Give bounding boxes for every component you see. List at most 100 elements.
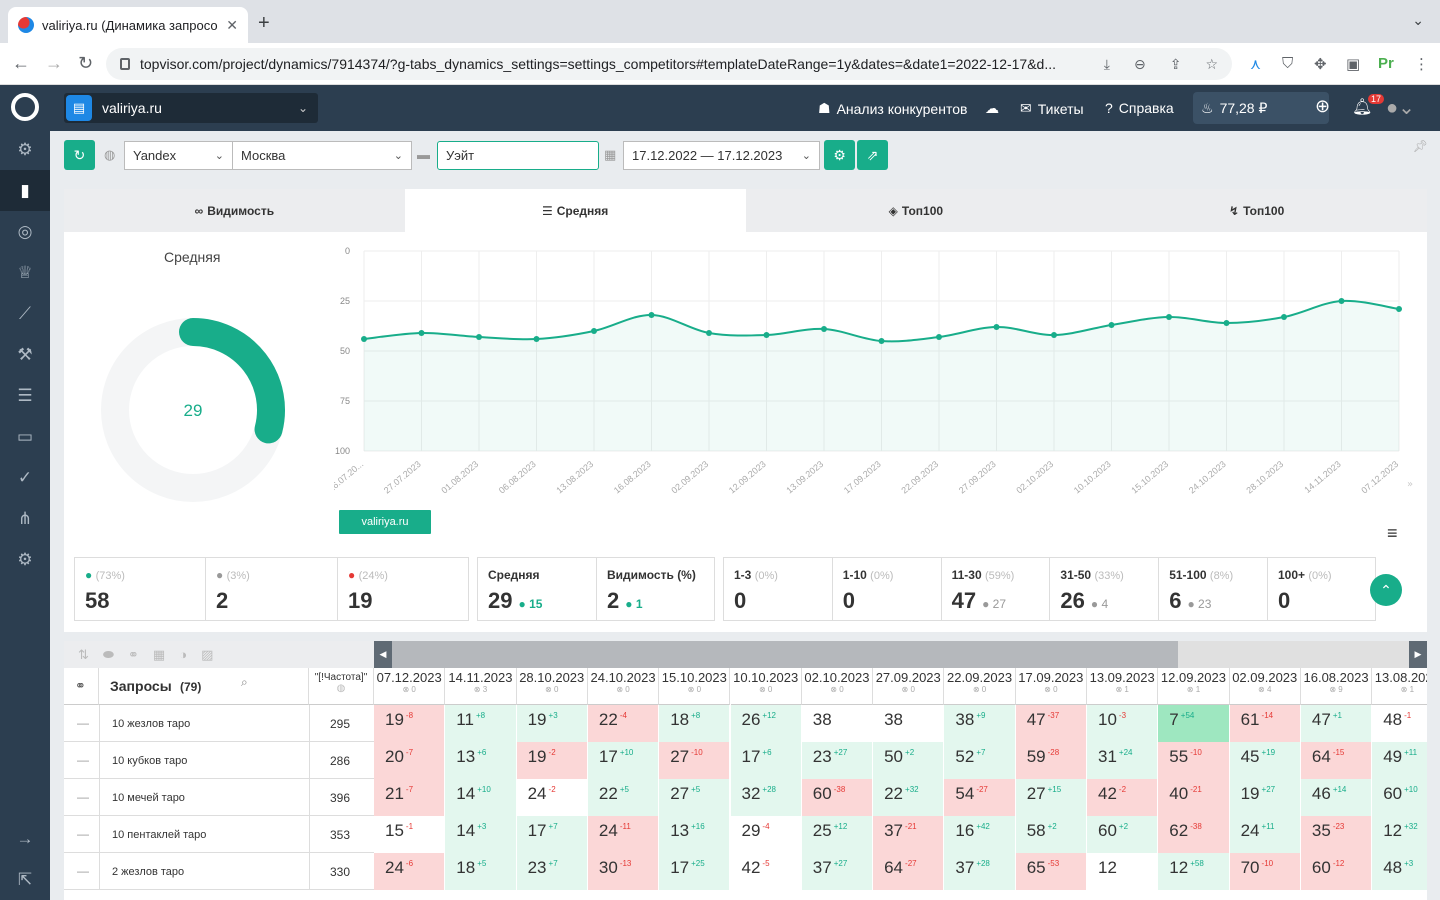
download-icon[interactable]: ⤓ [1103,55,1110,72]
position-cell[interactable]: 16 +42 [944,816,1016,853]
position-cell[interactable]: 12 [1087,853,1159,890]
date-range-select[interactable]: 17.12.2022 — 17.12.2023 ⌄ [623,141,820,170]
sidebar-external-icon[interactable]: ⇱ [17,869,33,889]
position-cell[interactable]: 17 +7 [516,816,588,853]
extension-icon[interactable]: ⋏ [1250,56,1261,73]
position-cell[interactable]: 25 +12 [801,816,874,853]
calculator-icon[interactable]: ▦ [152,646,166,662]
position-cell[interactable]: 10 -3 [1087,705,1159,742]
position-cell[interactable]: 22 -4 [587,705,660,742]
contrast-icon[interactable]: ◑ [179,647,188,662]
chart-scroll-icon[interactable]: » [1407,479,1413,490]
scrollbar-thumb[interactable] [392,641,1178,668]
series-point[interactable] [993,324,1000,330]
position-cell[interactable]: 23 +7 [516,853,588,890]
scroll-right-icon[interactable]: ▶ [1409,641,1427,668]
browser-tab[interactable]: valiriya.ru (Динамика запросо ✕ [8,7,248,43]
position-cell[interactable]: 12 +32 [1372,816,1427,853]
date-column-header[interactable]: 16.08.2023 ⊗ 9 [1300,668,1373,705]
position-cell[interactable]: 14 +3 [445,816,517,853]
kebab-menu-icon[interactable]: ⋮ [1414,56,1429,73]
position-cell[interactable]: 45 +19 [1229,742,1301,779]
series-point[interactable] [591,328,597,334]
add-circle-icon[interactable]: ⊕ [1315,96,1331,116]
position-cell[interactable]: 24 -2 [516,779,588,816]
position-cell[interactable]: 19 +3 [516,705,588,742]
position-cell[interactable]: 65 -53 [1015,853,1087,890]
position-cell[interactable]: 35 -23 [1300,816,1373,853]
series-point[interactable] [1396,306,1402,312]
puzzle-icon[interactable]: ✥ [1314,56,1327,73]
series-point[interactable] [1223,320,1230,326]
series-point[interactable] [418,330,425,336]
position-cell[interactable]: 54 -27 [944,779,1016,816]
position-cell[interactable]: 62 -38 [1158,816,1230,853]
position-cell[interactable]: 14 +10 [445,779,517,816]
position-cell[interactable]: 24 +11 [1229,816,1301,853]
position-cell[interactable]: 50 +2 [873,742,945,779]
position-cell[interactable]: 40 -21 [1158,779,1230,816]
position-cell[interactable]: 60 -38 [801,779,874,816]
refresh-button[interactable]: ↻ [64,140,95,170]
address-bar[interactable]: topvisor.com/project/dynamics/7914374/?g… [106,48,1232,80]
group-input[interactable]: Уэйт [437,141,599,170]
minus-icon[interactable]: — [77,790,89,804]
position-cell[interactable]: 17 +25 [659,853,731,890]
position-cell[interactable]: 42 -5 [730,853,802,890]
series-point[interactable] [1281,314,1287,320]
position-cell[interactable]: 52 +7 [944,742,1016,779]
sidebar-inbox-icon[interactable]: ▭ [16,426,34,446]
cloud-icon[interactable]: ☁ [985,100,999,116]
position-cell[interactable]: 38 [801,705,874,742]
link-icon[interactable]: ⚭ [75,678,86,693]
date-column-header[interactable]: 14.11.2023 ⊗ 3 [445,668,517,705]
position-cell[interactable]: 38 [873,705,945,742]
minus-icon[interactable]: — [77,864,89,878]
date-column-header[interactable]: 12.09.2023 ⊗ 1 [1158,668,1230,705]
date-column-header[interactable]: 02.09.2023 ⊗ 4 [1229,668,1301,705]
position-cell[interactable]: 29 -4 [730,816,802,853]
toggle-icon[interactable]: ⬬ [102,646,115,662]
position-cell[interactable]: 60 -12 [1300,853,1373,890]
position-cell[interactable]: 61 -14 [1229,705,1301,742]
link-icon[interactable]: ⚭ [128,646,139,662]
sidebar-structure-icon[interactable]: ⋔ [17,508,33,528]
help-link[interactable]: ? Справка [1105,100,1174,116]
position-cell[interactable]: 18 +8 [659,705,731,742]
pr-extension-icon[interactable]: Pr [1378,55,1394,72]
topvisor-logo[interactable] [0,85,50,129]
position-cell[interactable]: 13 +16 [659,816,731,853]
series-point[interactable] [476,334,482,340]
date-column-header[interactable]: 27.09.2023 ⊗ 0 [873,668,945,705]
sidebar-snapshots-icon[interactable]: ◎ [17,221,33,241]
bell-icon[interactable]: 🔔︎ [1352,99,1373,116]
reload-icon[interactable]: ↻ [78,53,94,73]
position-cell[interactable]: 27 +5 [659,779,731,816]
sidebar-audit-icon[interactable]: ✓ [17,467,33,487]
series-point[interactable] [821,326,827,332]
position-cell[interactable]: 27 -10 [659,742,731,779]
position-cell[interactable]: 19 -8 [374,705,446,742]
series-point[interactable] [706,330,712,336]
position-cell[interactable]: 24 -11 [587,816,660,853]
position-cell[interactable]: 70 -10 [1229,853,1301,890]
position-cell[interactable]: 30 -13 [587,853,660,890]
sidebar-trophy-icon[interactable]: ♕ [17,262,33,282]
series-point[interactable] [878,338,885,344]
sidebar-projects-icon[interactable]: ⚙ [17,139,33,159]
sidebar-settings-icon[interactable]: ⚙ [17,549,33,569]
table-row[interactable]: — 2 жезлов таро 330 [64,853,374,890]
position-cell[interactable]: 59 -28 [1015,742,1087,779]
position-cell[interactable]: 21 -7 [374,779,446,816]
date-column-header[interactable]: 02.10.2023 ⊗ 0 [801,668,874,705]
position-cell[interactable]: 18 +5 [445,853,517,890]
collapse-up-button[interactable]: ⌃ [1370,574,1402,606]
position-cell[interactable]: 32 +28 [730,779,802,816]
sidebar-semantic-icon[interactable]: ☰ [17,385,33,405]
minus-icon[interactable]: — [77,753,89,767]
close-tab-icon[interactable]: ✕ [226,16,238,33]
search-icon[interactable]: ⌕ [241,675,248,689]
series-point[interactable] [1338,298,1345,304]
series-point[interactable] [936,334,942,340]
header-frequency[interactable]: "[!Частота]" ◍ [309,668,374,705]
